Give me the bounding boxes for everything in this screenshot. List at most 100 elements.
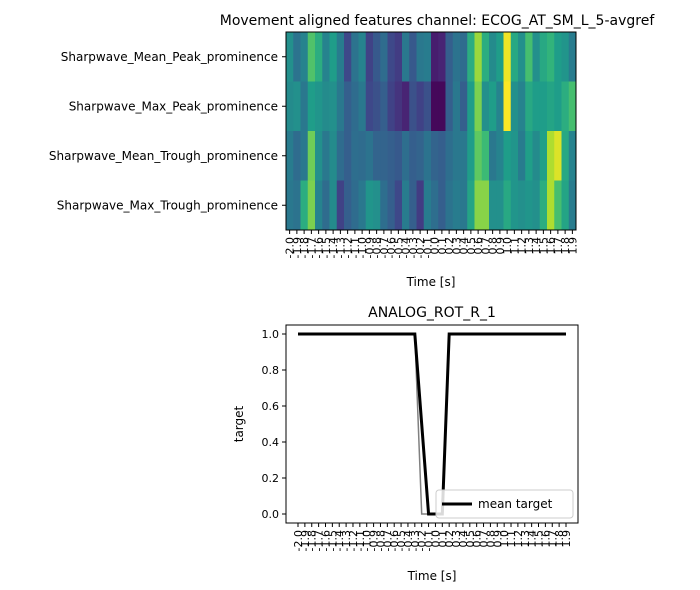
line-x-tick-label: -0.5 [395, 530, 408, 551]
heatmap-cell [373, 131, 381, 181]
heatmap-cell [365, 180, 374, 231]
line-y-tick-label: 0.4 [262, 436, 280, 449]
heatmap-row-label: Sharpwave_Max_Peak_prominence [69, 99, 278, 113]
line-x-tick-label: 0.6 [471, 530, 484, 548]
heatmap-cell [532, 131, 541, 181]
heatmap-cell [496, 32, 504, 82]
heatmap-cell [300, 131, 309, 181]
heatmap-x-tick-label: -1.6 [313, 237, 326, 258]
line-xlabel: Time [s] [407, 569, 457, 583]
heatmap-cell [409, 131, 417, 181]
heatmap-x-tick-label: 0.3 [450, 237, 463, 255]
heatmap-panel: Movement aligned features channel: ECOG_… [49, 13, 655, 289]
line-x-tick-label: -1.1 [354, 530, 367, 551]
heatmap-cell [322, 180, 330, 231]
heatmap-cell [293, 180, 301, 231]
heatmap-cell [518, 32, 526, 82]
heatmap-cell [380, 32, 388, 82]
heatmap-cell [315, 180, 323, 231]
heatmap-cell [467, 180, 475, 231]
line-y-tick-label: 0.2 [262, 472, 280, 485]
heatmap-cell [518, 81, 526, 132]
line-x-tick-label: 1.6 [539, 530, 552, 548]
heatmap-cell [293, 131, 301, 181]
heatmap-cell [409, 180, 417, 231]
heatmap-cell [358, 81, 367, 132]
heatmap-cell [286, 131, 294, 181]
line-x-tick-label: -0.4 [402, 530, 415, 551]
heatmap-cell [481, 32, 490, 82]
line-x-tick-label: -0.9 [368, 530, 381, 551]
heatmap-cell [402, 180, 410, 231]
heatmap-cell [358, 32, 367, 82]
legend-label: mean target [478, 497, 553, 511]
heatmap-cell [539, 131, 548, 181]
line-frame [285, 324, 579, 524]
heatmap-cell [510, 81, 519, 132]
heatmap-x-tick-label: -0.7 [378, 237, 391, 258]
heatmap-x-tick-label: 1.1 [508, 237, 521, 255]
line-x-tick-label: 1.7 [546, 530, 559, 548]
heatmap-cell [380, 131, 388, 181]
heatmap-cell [503, 131, 512, 181]
heatmap-cell [496, 180, 504, 231]
heatmap-x-tick-label: 1.4 [530, 237, 543, 255]
heatmap-cell [423, 32, 432, 82]
line-x-tick-label: -1.4 [333, 530, 346, 551]
heatmap-cell [322, 131, 330, 181]
heatmap-cell [438, 180, 446, 231]
heatmap-cell [402, 81, 410, 132]
line-x-tick-label: 0.3 [450, 530, 463, 548]
line-x-tick-label: 0.2 [443, 530, 456, 548]
heatmap-cell [336, 81, 345, 132]
heatmap-cell [525, 81, 533, 132]
line-y-tick-label: 0.6 [262, 400, 280, 413]
line-x-tick-label: -1.2 [347, 530, 360, 551]
heatmap-cell [315, 81, 323, 132]
heatmap-cell [547, 131, 555, 181]
heatmap-cell [554, 32, 562, 82]
line-x-tick-label: 0.7 [478, 530, 491, 548]
heatmap-cell [300, 32, 309, 82]
line-x-tick-label: -1.3 [340, 530, 353, 551]
heatmap-x-tick-label: 0.9 [494, 237, 507, 255]
heatmap-x-tick-label: 1.3 [523, 237, 536, 255]
heatmap-cell [329, 180, 338, 231]
heatmap-x-tick-label: -0.5 [392, 237, 405, 258]
line-x-tick-label: -1.0 [361, 530, 374, 551]
heatmap-x-tick-label: -0.8 [371, 237, 384, 258]
heatmap-row-label: Sharpwave_Max_Trough_prominence [57, 198, 278, 212]
heatmap-x-tick-label: -1.7 [305, 237, 318, 258]
line-x-tick-label: -0.8 [374, 530, 387, 551]
heatmap-cell [394, 32, 403, 82]
heatmap-cell [532, 81, 541, 132]
heatmap-cell [445, 180, 454, 231]
heatmap-cell [568, 180, 577, 231]
heatmap-x-tick-label: -1.2 [342, 237, 355, 258]
heatmap-cell [510, 131, 519, 181]
heatmap-cell [460, 180, 468, 231]
heatmap-cell [423, 180, 432, 231]
heatmap-cell [416, 131, 425, 181]
heatmap-cell [322, 81, 330, 132]
line-y-tick-label: 0.0 [262, 508, 280, 521]
heatmap-x-tick-label: -1.0 [356, 237, 369, 258]
heatmap-cell [358, 180, 367, 231]
heatmap-x-ticks: -2.0-1.9-1.8-1.7-1.6-1.5-1.4-1.3-1.2-1.1… [284, 230, 579, 258]
heatmap-x-tick-label: -1.8 [298, 237, 311, 258]
heatmap-cell [402, 32, 410, 82]
line-title: ANALOG_ROT_R_1 [368, 305, 496, 321]
line-x-tick-label: -0.7 [381, 530, 394, 551]
line-x-tick-label: 0.8 [484, 530, 497, 548]
heatmap-x-tick-label: 0.4 [458, 237, 471, 255]
heatmap-cell [286, 81, 294, 132]
heatmap-cell [380, 180, 388, 231]
heatmap-cell [539, 32, 548, 82]
heatmap-cell [489, 180, 497, 231]
line-panel: ANALOG_ROT_R_1 0.00.20.40.60.81.0 -2.0-1… [232, 305, 579, 583]
heatmap-cell [373, 81, 381, 132]
heatmap-cell [329, 131, 338, 181]
heatmap-x-tick-label: 1.5 [537, 237, 550, 255]
line-x-tick-label: -1.6 [319, 530, 332, 551]
